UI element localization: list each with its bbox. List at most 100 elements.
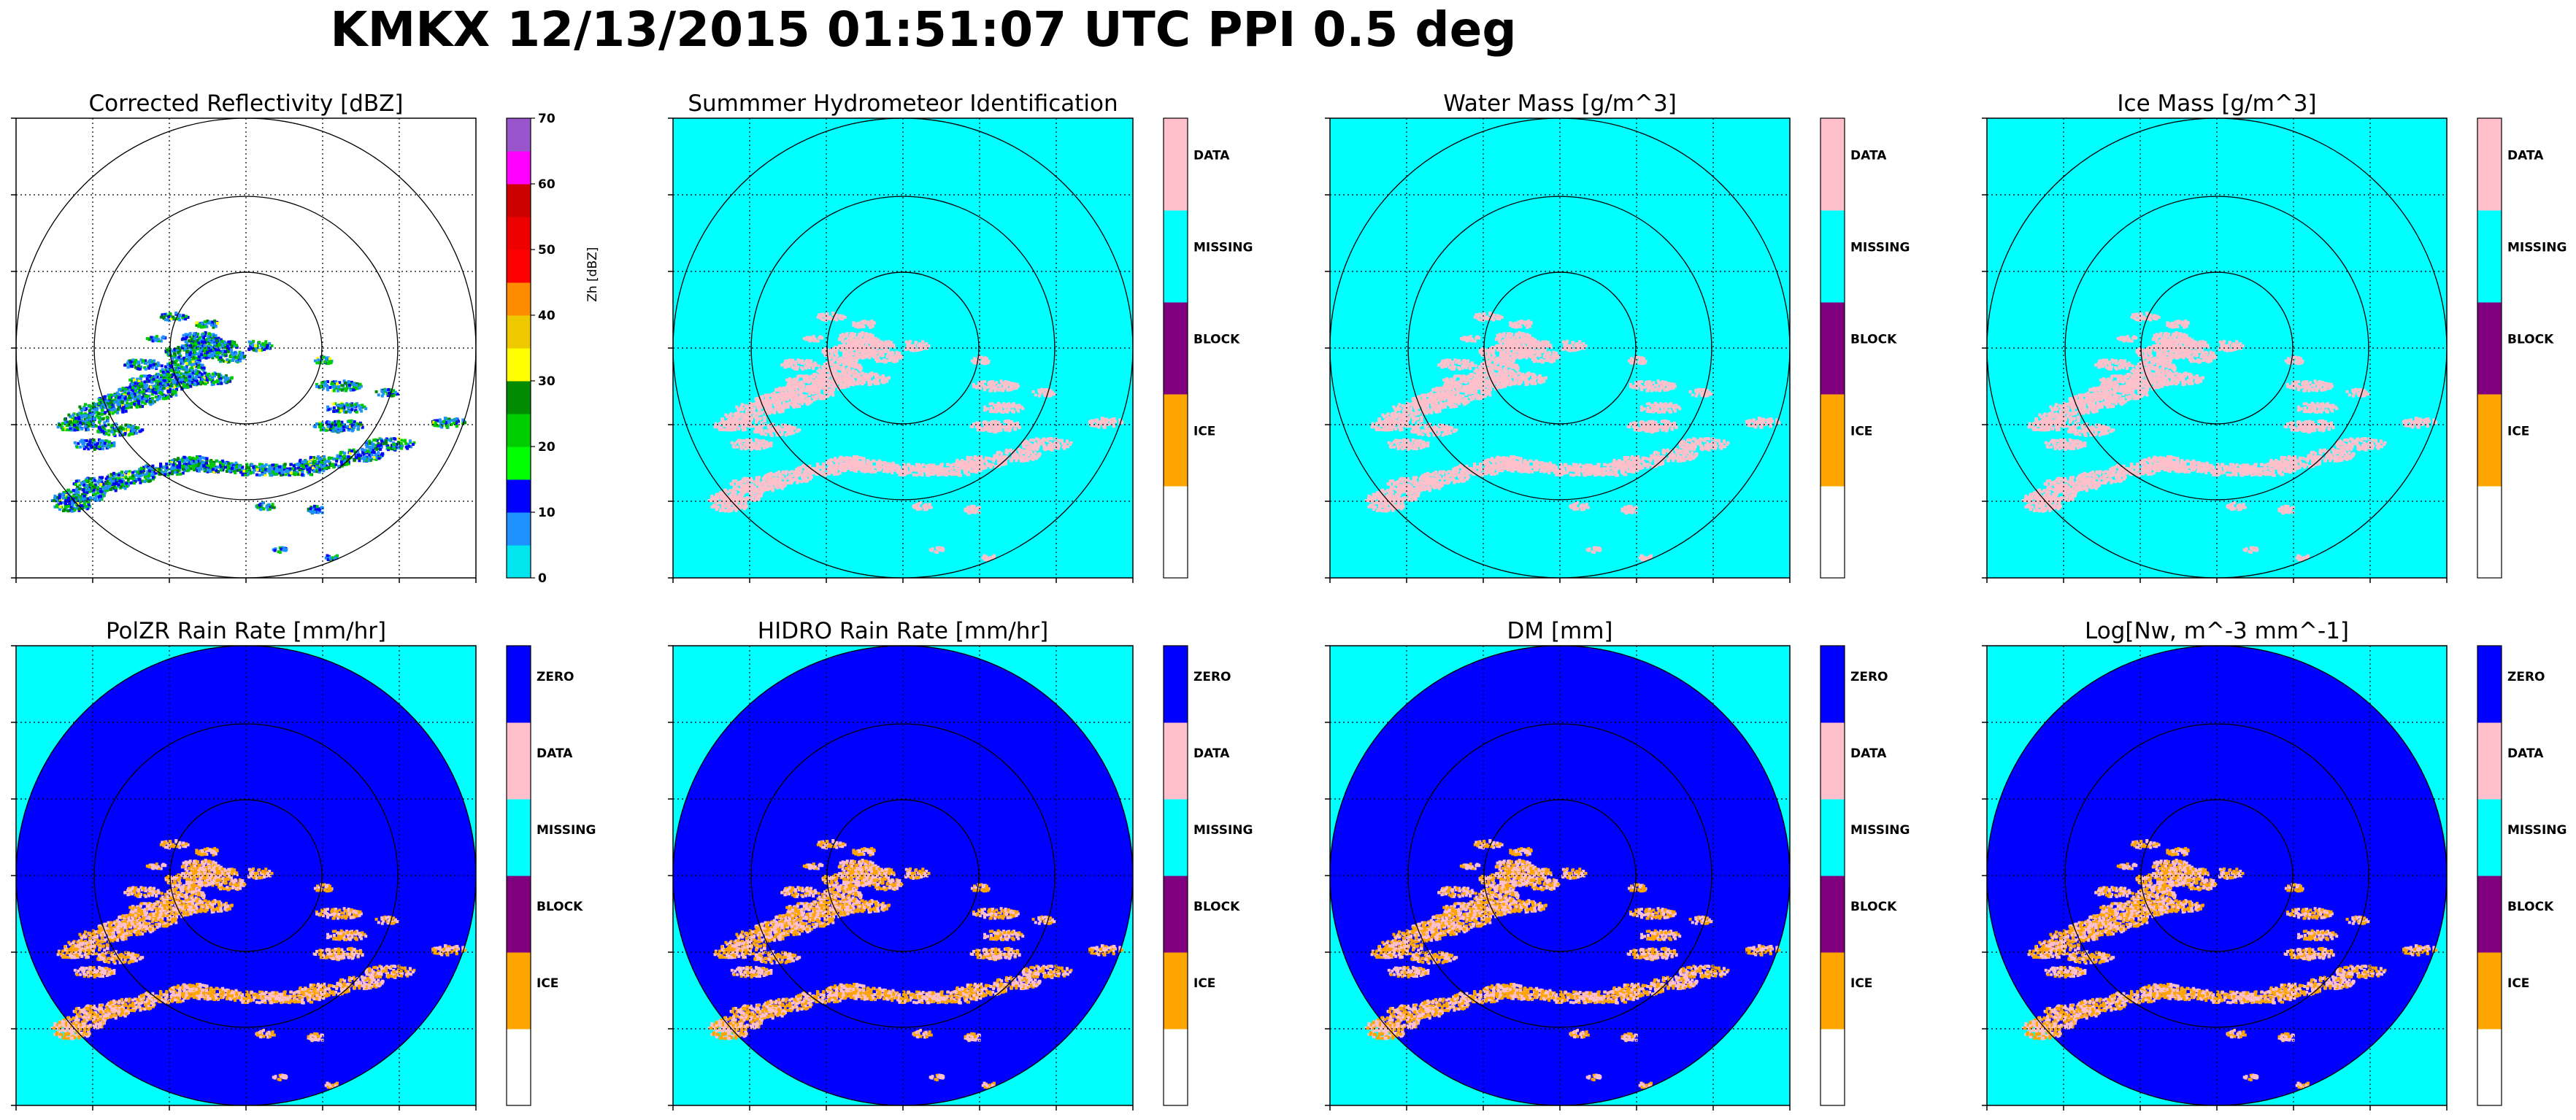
colorbar-segment (507, 414, 531, 447)
colorbar-segment (507, 512, 531, 546)
colorbar-segment (2477, 876, 2502, 953)
panel-title: PolZR Rain Rate [mm/hr] (106, 618, 386, 644)
plot-background (1987, 118, 2447, 578)
colorbar-segment (507, 250, 531, 283)
colorbar-segment (507, 282, 531, 316)
panel: Summmer Hydrometeor Identification ICE BLO… (668, 90, 1253, 583)
colorbar: ICE BLOCK MISSING DATA (1820, 117, 1910, 579)
colorbar-category-label: MISSING (1850, 823, 1910, 838)
colorbar-segment (507, 722, 531, 800)
plot-area (1330, 646, 1790, 1105)
colorbar-segment (1164, 876, 1188, 953)
colorbar: ICE BLOCK MISSING DATA ZERO (1163, 645, 1253, 1106)
colorbar-category-label: ICE (1850, 424, 1872, 439)
colorbar-segment (1820, 210, 1845, 303)
colorbar: ICE BLOCK MISSING DATA ZERO (506, 645, 596, 1106)
colorbar-category-label: ZERO (1193, 670, 1231, 684)
colorbar-category-label: MISSING (2507, 240, 2567, 255)
colorbar-category-label: ICE (2507, 424, 2529, 439)
radar-echoes (2021, 839, 2438, 1089)
colorbar: 0 10 20 30 40 50 60 70 Zh [dBZ] (506, 112, 600, 586)
panel-title: Water Mass [g/m^3] (1443, 90, 1677, 117)
plot-background (1330, 118, 1790, 578)
colorbar-category-label: DATA (1850, 148, 1887, 163)
colorbar-segment (507, 799, 531, 876)
panel: Corrected Reflectivity [dBZ] 0 10 20 30 40 50 6… (11, 90, 600, 586)
colorbar-category-label: ICE (1193, 424, 1215, 439)
colorbar: ICE BLOCK MISSING DATA ZERO (1820, 645, 1910, 1106)
colorbar-category-label: DATA (1193, 746, 1230, 761)
colorbar-segment (1164, 1029, 1188, 1106)
colorbar-segment (507, 952, 531, 1030)
colorbar-tick-label: 70 (538, 112, 555, 126)
colorbar-segment (2477, 1029, 2502, 1106)
colorbar-segment (1820, 302, 1845, 395)
colorbar-segment (507, 118, 531, 152)
figure-suptitle: KMKX 12/13/2015 01:51:07 UTC PPI 0.5 deg (0, 1, 1847, 58)
colorbar-category-label: MISSING (1193, 823, 1253, 838)
colorbar-segment (2477, 799, 2502, 876)
colorbar-segment (1164, 952, 1188, 1030)
plot-background (16, 118, 476, 578)
zero-rain-disk (1987, 646, 2447, 1105)
colorbar-category-label: DATA (2507, 746, 2544, 761)
colorbar-category-label: BLOCK (537, 900, 583, 914)
colorbar-segment (1164, 799, 1188, 876)
radar-echoes (50, 312, 467, 562)
colorbar-frame (2477, 645, 2502, 1106)
plot-area (16, 118, 476, 578)
plot-area (1987, 646, 2447, 1105)
colorbar: ICE BLOCK MISSING DATA (1163, 117, 1253, 579)
colorbar-tick-label: 20 (538, 440, 555, 455)
colorbar-tick-label: 60 (538, 177, 555, 192)
colorbar-segment (507, 381, 531, 414)
colorbar-segment (1820, 118, 1845, 211)
colorbar: ICE BLOCK MISSING DATA (2477, 117, 2567, 579)
colorbar-segment (1820, 876, 1845, 953)
colorbar-segment (2477, 394, 2502, 487)
colorbar-segment (2477, 302, 2502, 395)
colorbar-tick-label: 50 (538, 243, 555, 258)
plot-area (1987, 118, 2447, 578)
colorbar-segment (507, 646, 531, 723)
colorbar-segment (507, 447, 531, 480)
colorbar-segment (2477, 118, 2502, 211)
colorbar-tick-label: 10 (538, 506, 555, 520)
panel: Log[Nw, m^-3 mm^-1] ICE BLOCK MISSING DATA ZE… (1982, 618, 2567, 1111)
panels: Corrected Reflectivity [dBZ] 0 10 20 30 40 50 6… (11, 90, 2567, 1111)
colorbar-category-label: BLOCK (1193, 332, 1240, 347)
colorbar-segment (1820, 799, 1845, 876)
colorbar-segment (507, 184, 531, 217)
colorbar-segment (507, 348, 531, 382)
panel-title: Corrected Reflectivity [dBZ] (88, 90, 403, 117)
panel: DM [mm] ICE BLOCK MISSING DATA ZERO (1325, 618, 1910, 1111)
plot-area (673, 646, 1133, 1105)
panel-title: Ice Mass [g/m^3] (2117, 90, 2316, 117)
colorbar-tick-label: 30 (538, 374, 555, 389)
panel-title: Log[Nw, m^-3 mm^-1] (2085, 618, 2349, 644)
colorbar-category-label: ZERO (537, 670, 574, 684)
colorbar-category-label: DATA (1193, 148, 1230, 163)
colorbar-segment (1164, 210, 1188, 303)
colorbar-category-label: MISSING (537, 823, 596, 838)
colorbar-axis-label: Zh [dBZ] (585, 247, 600, 302)
colorbar-category-label: BLOCK (1850, 900, 1897, 914)
colorbar-segment (1820, 486, 1845, 579)
zero-rain-disk (673, 646, 1133, 1105)
colorbar-segment (507, 1029, 531, 1106)
colorbar-category-label: MISSING (1193, 240, 1253, 255)
colorbar-segment (507, 151, 531, 185)
colorbar-segment (1820, 1029, 1845, 1106)
plot-area (16, 646, 476, 1105)
colorbar-frame (506, 645, 531, 1106)
colorbar-segment (1164, 118, 1188, 211)
colorbar-segment (507, 545, 531, 579)
panel-title: DM [mm] (1507, 618, 1612, 644)
panel: PolZR Rain Rate [mm/hr] ICE BLOCK MISSING DA… (11, 618, 596, 1111)
colorbar: ICE BLOCK MISSING DATA ZERO (2477, 645, 2567, 1106)
colorbar-category-label: ZERO (1850, 670, 1888, 684)
plot-area (1330, 118, 1790, 578)
panel: HIDRO Rain Rate [mm/hr] ICE BLOCK MISSING DA… (668, 618, 1253, 1111)
plot-background (673, 118, 1133, 578)
